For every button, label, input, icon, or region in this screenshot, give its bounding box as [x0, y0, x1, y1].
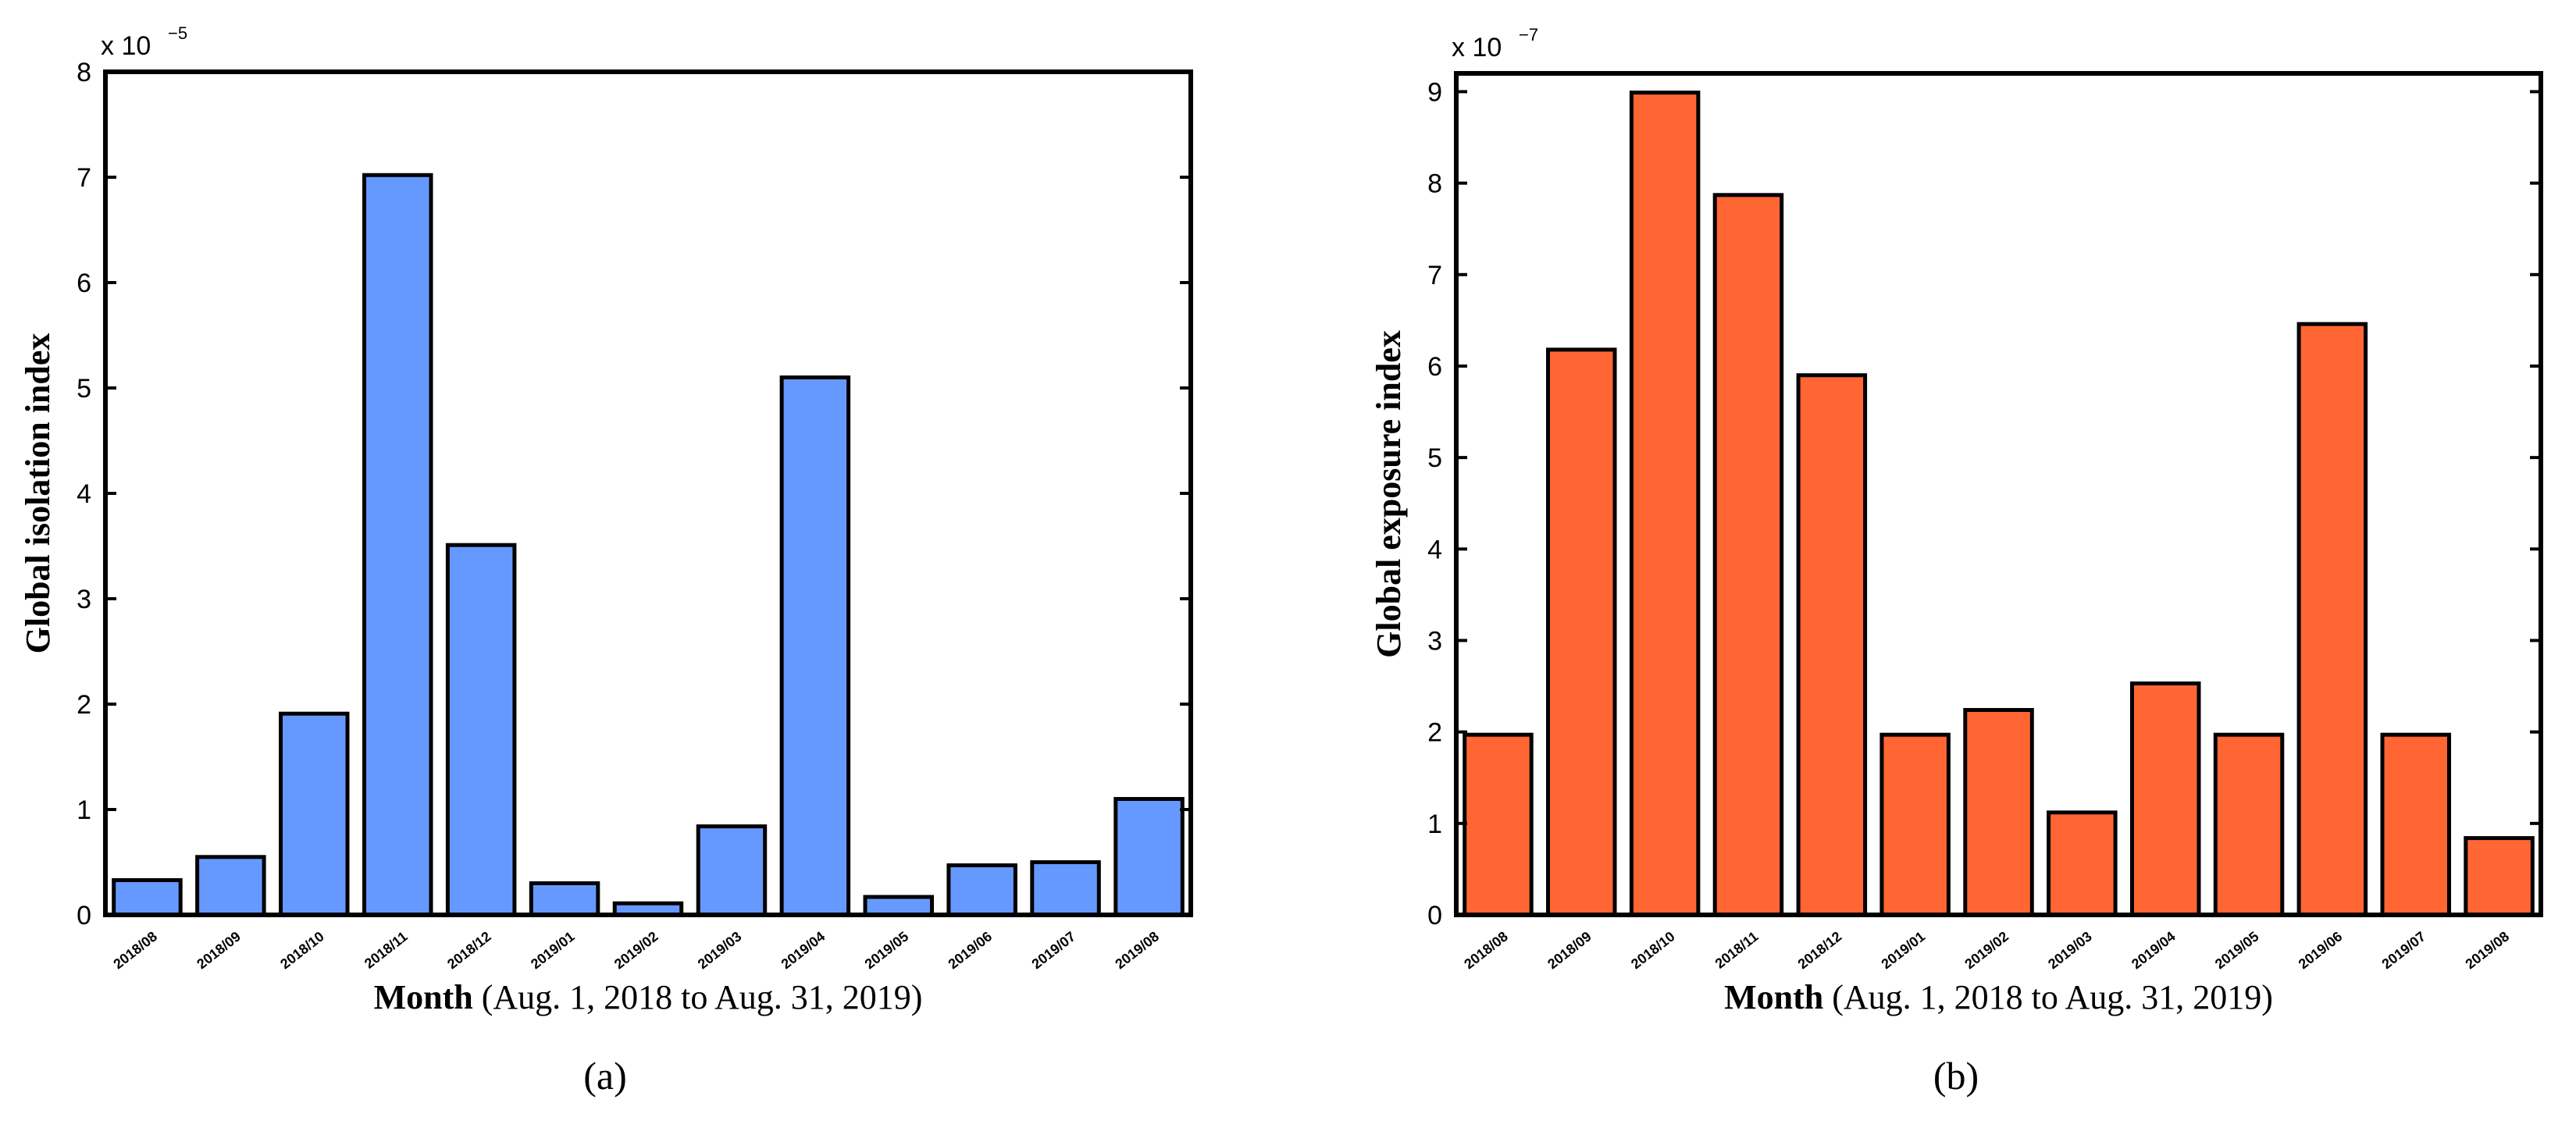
- y-axis-multiplier-exponent: −5: [168, 23, 187, 43]
- bar-2019-06: [2296, 322, 2368, 917]
- chart-panel-a: 2018/08 2018/09 2018/10 2018/11 2018/12 2019/…: [19, 23, 1193, 1098]
- x-tick-label: 2019/04: [2129, 928, 2179, 972]
- bar-2018-08: [1463, 732, 1534, 917]
- bar-2018-09: [1546, 347, 1617, 917]
- y-tick-label: 3: [1427, 627, 1442, 657]
- x-tick-label: 2018/10: [277, 928, 327, 972]
- plot-frame: [103, 69, 1193, 917]
- x-tick-label: 2018/08: [110, 928, 160, 972]
- y-tick-label: 0: [77, 901, 91, 931]
- bar-2018-09: [195, 855, 266, 917]
- bar-2019-05: [863, 895, 934, 917]
- plot-frame: [1454, 71, 2543, 917]
- x-tick-label: 2018/12: [1795, 928, 1845, 972]
- x-axis-label-range: (Aug. 1, 2018 to Aug. 31, 2019): [1832, 978, 2273, 1016]
- x-tick-label: 2019/03: [2045, 928, 2095, 972]
- y-tick-label: 6: [1427, 352, 1442, 382]
- x-tick-label: 2019/03: [695, 928, 745, 972]
- y-tick-label: 4: [1427, 535, 1442, 564]
- x-tick-label: 2018/10: [1628, 928, 1678, 972]
- x-axis-label-bold: Month: [374, 978, 482, 1016]
- bar-2018-11: [1712, 193, 1784, 917]
- x-tick-label: 2018/09: [1545, 928, 1594, 972]
- y-axis-multiplier: x 10: [1452, 33, 1502, 62]
- y-axis-multiplier: x 10: [101, 31, 151, 61]
- y-axis-multiplier-exponent: −7: [1519, 25, 1538, 44]
- y-tick-label: 3: [77, 585, 91, 614]
- bar-2019-01: [1879, 732, 1951, 917]
- y-tick-label: 7: [77, 163, 91, 193]
- bar-2019-02: [1963, 708, 2034, 917]
- chart-panel-b: 2018/08 2018/09 2018/10 2018/11 2018/12 2019/…: [1370, 25, 2543, 1098]
- y-tick-label: 7: [1427, 261, 1442, 290]
- y-tick-label: 8: [77, 58, 91, 87]
- x-tick-label: 2019/07: [1028, 928, 1078, 972]
- x-axis-label-bold: Month: [1724, 978, 1832, 1016]
- y-tick-label: 4: [77, 479, 91, 509]
- x-tick-label: 2018/12: [444, 928, 494, 972]
- x-tick-label: 2019/02: [611, 928, 661, 972]
- y-tick-label: 1: [77, 795, 91, 825]
- bar-2019-04: [2130, 681, 2201, 917]
- y-axis-label: Global isolation index: [19, 333, 57, 654]
- y-tick-label: 2: [77, 690, 91, 720]
- x-tick-label: 2018/09: [194, 928, 244, 972]
- bar-2018-10: [1629, 91, 1701, 917]
- bar-2019-08: [1113, 797, 1185, 917]
- x-tick-label: 2019/06: [2296, 928, 2346, 972]
- bar-2019-06: [946, 863, 1017, 917]
- x-tick-label: 2018/11: [362, 928, 411, 971]
- y-tick-label: 8: [1427, 169, 1442, 199]
- x-tick-label: 2019/08: [2462, 928, 2512, 972]
- bar-2019-08: [2464, 836, 2535, 917]
- y-tick-label: 9: [1427, 77, 1442, 107]
- x-tick-label: 2019/06: [946, 928, 996, 972]
- bar-2018-12: [445, 543, 517, 917]
- bar-2019-03: [696, 824, 768, 917]
- bar-2019-04: [779, 375, 851, 917]
- bar-2019-05: [2213, 732, 2285, 917]
- y-tick-label: 1: [1427, 810, 1442, 839]
- x-tick-label: 2019/04: [779, 928, 828, 972]
- panel-caption: (b): [1933, 1054, 1979, 1098]
- bar-2018-12: [1796, 373, 1868, 917]
- bar-2018-10: [279, 711, 350, 917]
- bar-2019-07: [1030, 860, 1101, 917]
- bar-2019-01: [529, 881, 600, 917]
- x-tick-label: 2019/02: [1961, 928, 2011, 972]
- x-tick-label: 2019/07: [2379, 928, 2429, 972]
- x-tick-label: 2019/01: [528, 928, 578, 972]
- y-tick-label: 0: [1427, 901, 1442, 931]
- x-axis-label: Month (Aug. 1, 2018 to Aug. 31, 2019): [1724, 978, 2273, 1016]
- bar-2019-07: [2380, 732, 2451, 917]
- bar-2019-03: [2047, 810, 2118, 917]
- x-tick-label: 2018/08: [1461, 928, 1511, 972]
- x-tick-label: 2018/11: [1712, 928, 1762, 971]
- y-axis-label: Global exposure index: [1370, 330, 1408, 658]
- panel-caption: (a): [583, 1054, 627, 1098]
- x-axis-label-range: (Aug. 1, 2018 to Aug. 31, 2019): [482, 978, 923, 1016]
- x-axis-label: Month (Aug. 1, 2018 to Aug. 31, 2019): [374, 978, 923, 1016]
- bar-2018-11: [362, 173, 433, 917]
- bar-2018-08: [112, 878, 183, 917]
- x-tick-label: 2019/05: [862, 928, 912, 972]
- x-tick-label: 2019/01: [1879, 928, 1929, 972]
- y-tick-label: 2: [1427, 718, 1442, 748]
- y-tick-label: 6: [77, 269, 91, 298]
- y-tick-label: 5: [77, 374, 91, 404]
- x-tick-label: 2019/08: [1112, 928, 1162, 972]
- x-tick-label: 2019/05: [2212, 928, 2262, 972]
- y-tick-label: 5: [1427, 443, 1442, 473]
